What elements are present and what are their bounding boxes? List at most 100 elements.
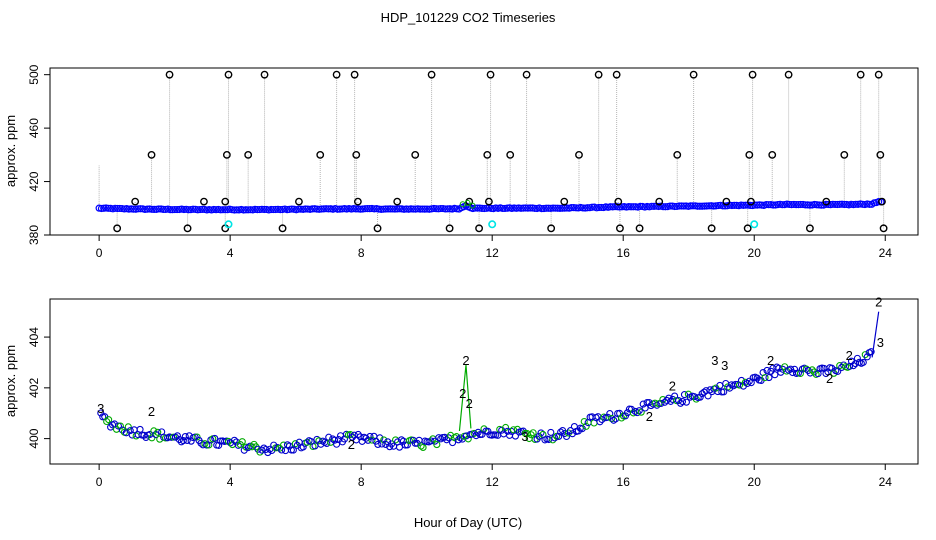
- baseline-point: [363, 205, 371, 213]
- spike-point: [332, 70, 341, 79]
- baseline-point: [794, 201, 803, 209]
- spike-label: 3: [711, 353, 718, 368]
- top-y-tick-label: 500: [27, 64, 41, 84]
- baseline-point: [97, 204, 106, 213]
- bottom-x-tick-label: 16: [617, 475, 631, 489]
- trend-point: [124, 423, 132, 431]
- trend-point: [474, 428, 482, 436]
- trend-point: [771, 371, 779, 379]
- bottom-y-tick-label: 400: [27, 428, 41, 448]
- baseline-point: [473, 204, 482, 212]
- spike-label: 2: [462, 353, 469, 368]
- low-point: [806, 224, 814, 233]
- trend-point: [618, 414, 626, 422]
- baseline-point: [833, 200, 842, 209]
- baseline-point: [836, 200, 844, 208]
- trend-point: [627, 405, 635, 413]
- top-x-tick-label: 0: [96, 246, 103, 260]
- trend-point: [527, 431, 535, 439]
- top-x-tick-label: 8: [358, 246, 365, 260]
- baseline-point: [567, 204, 576, 212]
- trend-point: [635, 407, 643, 415]
- bottom-x-tick-label: 12: [486, 475, 500, 489]
- trend-point: [484, 427, 492, 435]
- highlight-point: [224, 220, 233, 229]
- baseline-point: [317, 205, 326, 213]
- trend-point: [765, 374, 773, 382]
- trend-point: [187, 437, 195, 445]
- spike-point: [427, 70, 436, 79]
- highlight-point: [488, 220, 497, 229]
- baseline-point: [526, 204, 534, 212]
- spike-point: [522, 70, 531, 79]
- trend-point: [568, 430, 576, 438]
- baseline-point: [386, 205, 394, 213]
- baseline-point: [395, 205, 404, 213]
- trend-point: [743, 379, 751, 388]
- baseline-point: [595, 203, 603, 212]
- end-spike-line: [871, 311, 880, 358]
- baseline-point: [384, 205, 392, 213]
- baseline-point: [333, 205, 342, 213]
- trend-point: [790, 365, 799, 373]
- trend-point: [863, 353, 871, 361]
- trend-point: [380, 436, 388, 444]
- baseline-point: [865, 200, 874, 208]
- trend-point: [354, 430, 362, 439]
- baseline-point: [852, 200, 860, 208]
- trend-point: [175, 436, 183, 444]
- baseline-point: [693, 202, 702, 210]
- trend-point: [376, 434, 384, 442]
- baseline-point: [487, 204, 495, 213]
- spike-label: 3: [521, 429, 528, 444]
- baseline-point: [233, 206, 241, 214]
- baseline-point: [531, 204, 539, 212]
- trend-point: [368, 436, 376, 444]
- low-point: [547, 224, 556, 233]
- trend-point: [333, 440, 341, 448]
- baseline-point: [313, 205, 321, 213]
- baseline-point: [198, 205, 206, 213]
- spike-point: [485, 197, 493, 206]
- baseline-point: [382, 205, 390, 213]
- baseline-point: [728, 201, 736, 210]
- baseline-point: [703, 202, 711, 210]
- spike-point: [353, 197, 362, 206]
- trend-point: [116, 422, 124, 430]
- baseline-point: [519, 204, 527, 212]
- baseline-point: [730, 201, 738, 209]
- baseline-point: [687, 202, 695, 210]
- baseline-point: [829, 200, 837, 208]
- trend-point: [285, 442, 293, 450]
- spike-point: [506, 150, 515, 159]
- baseline-point: [194, 206, 202, 214]
- baseline-point: [432, 205, 440, 213]
- trend-point: [105, 416, 113, 424]
- baseline-point: [689, 202, 697, 210]
- baseline-point: [441, 205, 449, 213]
- trend-point: [629, 409, 637, 417]
- baseline-point: [217, 206, 225, 214]
- trend-point: [700, 388, 708, 396]
- baseline-point: [521, 204, 530, 212]
- trend-point: [547, 428, 555, 436]
- trend-point: [745, 377, 753, 385]
- baseline-point: [558, 204, 566, 212]
- baseline-point: [762, 200, 770, 209]
- baseline-point: [189, 205, 197, 213]
- highlight-point: [750, 220, 759, 229]
- baseline-point: [361, 205, 369, 213]
- baseline-point: [129, 205, 138, 213]
- trend-point: [238, 438, 246, 446]
- baseline-point: [134, 205, 142, 213]
- top-y-axis-label: approx. ppm: [3, 115, 18, 187]
- low-point: [743, 224, 752, 233]
- trend-point: [230, 436, 238, 444]
- trend-point: [680, 391, 689, 399]
- baseline-point: [675, 202, 683, 210]
- spike-point: [393, 197, 402, 206]
- baseline-point: [742, 201, 750, 209]
- trend-point: [215, 441, 223, 449]
- baseline-point: [393, 205, 401, 213]
